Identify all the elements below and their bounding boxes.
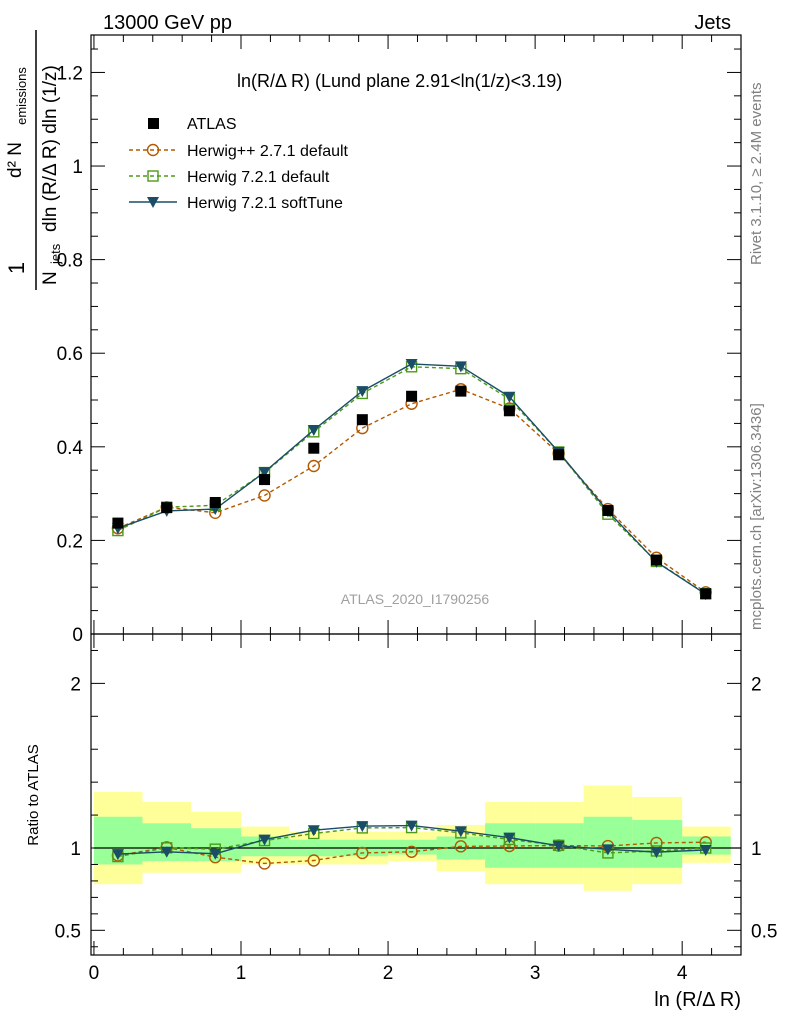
ratio-softtune-point: [454, 826, 467, 838]
ratio-xtick-label: 1: [236, 963, 247, 984]
main-ytick-label: 1.2: [57, 63, 83, 84]
main-ylabel: 1 d² N emissions N jets dln (R/Δ R) dln …: [4, 30, 63, 290]
herwigpp-point: [307, 459, 320, 473]
legend: ATLAS Herwig++ 2.7.1 default Herwig 7.2.…: [129, 116, 349, 212]
ratio-ytick-label-right: 1: [751, 839, 762, 860]
ratio-softtune-point: [209, 848, 222, 860]
atlas-data-point: [161, 502, 173, 514]
main-ytick-label: 0.4: [57, 438, 84, 459]
atlas-data-point: [503, 405, 515, 417]
main-series-line: [117, 388, 707, 593]
ratio-band-inner: [632, 820, 683, 868]
ratio-softtune-point: [307, 825, 320, 837]
legend-entry-herwigpp: Herwig++ 2.7.1 default: [129, 143, 349, 160]
header-left: 13000 GeV pp: [103, 12, 232, 34]
atlas-data-point: [700, 588, 712, 600]
legend-entry-atlas: ATLAS: [148, 116, 237, 133]
rivet-label: Rivet 3.1.10, ≥ 2.4M events: [748, 83, 765, 266]
main-ytick-label: 1: [72, 157, 83, 178]
ratio-softtune-point: [405, 820, 418, 832]
ratio-softtune-point: [552, 840, 565, 852]
ratio-softtune-point: [111, 849, 124, 861]
ratio-softtune-point: [356, 821, 369, 833]
ratio-xtick-label: 3: [530, 963, 541, 984]
atlas-data-point: [406, 390, 418, 402]
herwigpp-point: [258, 489, 271, 502]
ratio-herwigpp-point: [454, 840, 468, 853]
ylabel-prefix-sub: jets: [48, 243, 63, 265]
main-ytick-label: 0.6: [57, 344, 83, 365]
atlas-data-point: [308, 442, 320, 454]
legend-label-herwig721: Herwig 7.2.1 default: [187, 169, 330, 186]
atlas-data-point: [455, 385, 467, 397]
softtune-point: [258, 467, 271, 479]
atlas-data-point: [259, 474, 271, 486]
ratio-ytick-label: 0.5: [55, 921, 81, 942]
ratio-axis-ticks: 0.5 0.5 1 1 2 2 0 1 2 3 4: [55, 634, 777, 984]
ratio-xlabel: ln (R/Δ R): [654, 989, 741, 1011]
ratio-band-inner: [241, 836, 290, 857]
atlas-data-point: [553, 449, 565, 461]
atlas-data-point: [602, 504, 614, 516]
main-ytick-label: 0.2: [57, 531, 83, 552]
ratio-ytick-label-right: 2: [751, 674, 762, 695]
legend-label-atlas: ATLAS: [187, 116, 237, 133]
atlas-data-point: [112, 517, 124, 529]
ylabel-one: 1: [4, 262, 29, 274]
ratio-softtune-point: [650, 847, 663, 859]
ratio-ytick-label-right: 0.5: [751, 921, 777, 942]
main-ytick-label: 0.8: [57, 251, 83, 272]
legend-marker-herwig721: [147, 170, 159, 182]
softtune-point: [405, 358, 418, 370]
main-series-layer: [111, 358, 712, 601]
ylabel-numerator: d² N: [5, 142, 26, 178]
main-axis-ticks: 0 0.2 0.4 0.6 0.8 1 1.2: [57, 35, 741, 646]
legend-marker-herwigpp: [146, 143, 160, 157]
softtune-point: [503, 391, 516, 403]
legend-marker-softtune: [147, 197, 159, 208]
ratio-band-inner: [583, 816, 633, 868]
ratio-softtune-point: [258, 834, 271, 846]
ratio-herwigpp-point: [356, 846, 369, 860]
header-right: Jets: [694, 12, 731, 34]
ratio-ylabel: Ratio to ATLAS: [25, 744, 42, 845]
ylabel-denominator: dln (R/Δ R) dln (1/z): [40, 65, 61, 232]
legend-label-herwigpp: Herwig++ 2.7.1 default: [187, 143, 349, 160]
ylabel-numerator-sub: emissions: [14, 67, 29, 125]
ratio-xtick-label: 2: [383, 963, 394, 984]
ratio-frame: [90, 633, 742, 956]
softtune-point: [454, 361, 467, 373]
atlas-data-point: [356, 414, 368, 426]
ratio-uncertainty-bands: [93, 785, 731, 891]
ratio-ytick-label: 1: [70, 839, 81, 860]
ratio-xtick-label: 4: [677, 963, 688, 984]
legend-label-softtune: Herwig 7.2.1 softTune: [187, 195, 343, 212]
ratio-softtune-point: [699, 844, 712, 856]
legend-marker-atlas: [148, 118, 159, 129]
softtune-point: [307, 424, 320, 436]
ratio-series-layer: [111, 820, 712, 870]
legend-entry-softtune: Herwig 7.2.1 softTune: [129, 195, 343, 212]
analysis-watermark: ATLAS_2020_I1790256: [341, 591, 490, 607]
ylabel-prefix: N: [40, 271, 61, 285]
ratio-ytick-label: 2: [70, 674, 81, 695]
atlas-data-point: [209, 497, 221, 509]
ratio-herwigpp-point: [258, 857, 271, 870]
ratio-herwigpp-point: [307, 854, 320, 867]
atlas-data-point: [650, 554, 662, 566]
ratio-softtune-point: [503, 832, 516, 844]
softtune-point: [356, 386, 369, 398]
legend-entry-herwig721: Herwig 7.2.1 default: [129, 169, 330, 186]
plot-title: ln(R/Δ R) (Lund plane 2.91<ln(1/z)<3.19): [237, 71, 562, 91]
mcplots-label: mcplots.cern.ch [arXiv:1306.3436]: [748, 403, 765, 630]
ratio-softtune-point: [160, 846, 173, 858]
ratio-herwigpp-point: [405, 845, 418, 858]
ratio-xtick-label: 0: [89, 963, 100, 984]
main-ytick-label: 0: [72, 625, 83, 646]
ratio-softtune-point: [601, 844, 614, 856]
